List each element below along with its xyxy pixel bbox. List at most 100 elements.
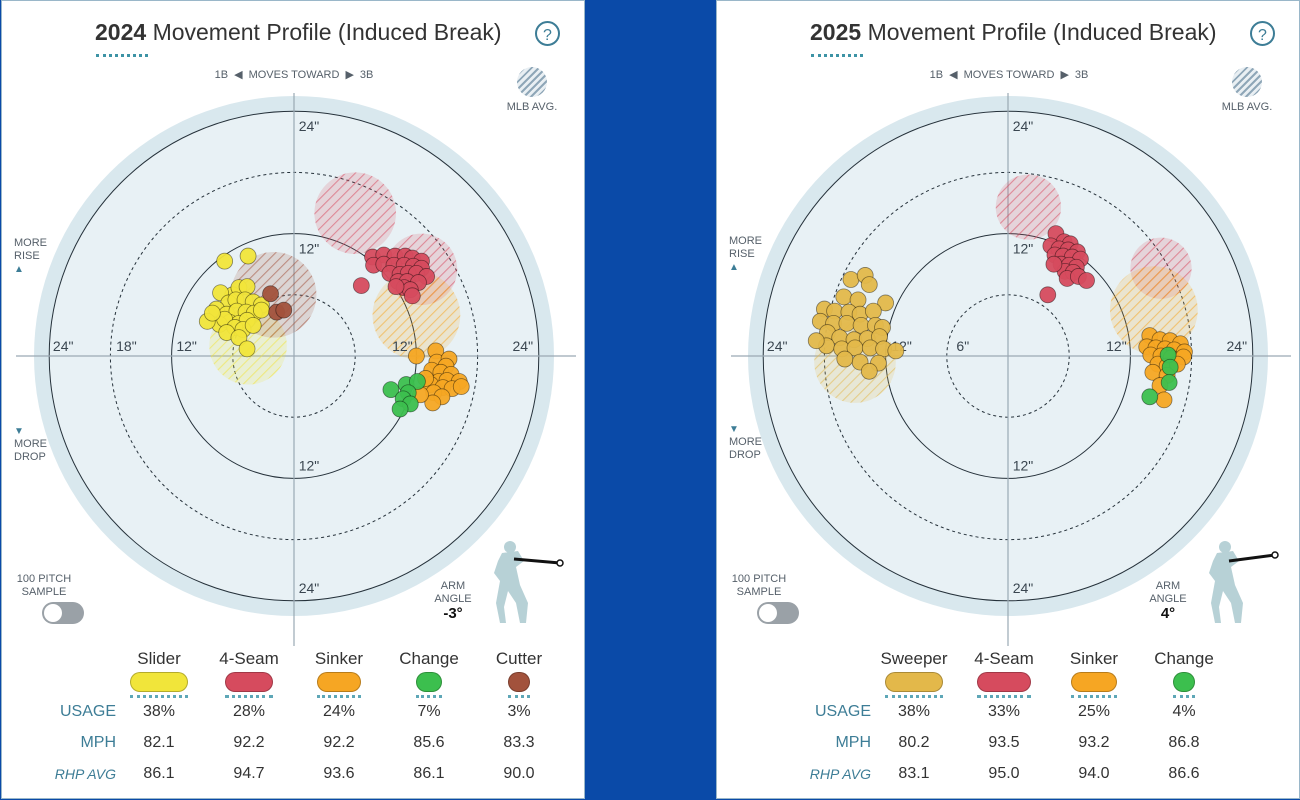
arm-angle-value: 4° (1160, 605, 1176, 622)
mlb-avg-legend: MLB AVG. (502, 67, 562, 113)
pitch-point-sweeper (842, 271, 860, 288)
pitch-name: Change (1154, 649, 1214, 668)
pitch-point-slider (203, 304, 221, 322)
swatch-underline (885, 695, 943, 698)
pitch-point-slider (216, 252, 234, 270)
ring-label: 24" (1013, 118, 1034, 134)
stat-mph: 82.1 (143, 734, 175, 751)
mlb-avg-area (1110, 266, 1198, 354)
arm-angle-label: ARM ANGLE 4° (1135, 580, 1201, 622)
hatched-circle-icon (1232, 67, 1262, 97)
pitch-name: Sweeper (880, 649, 948, 668)
arrow-right-icon: ▶ (1060, 69, 1069, 81)
pitch-point-sweeper (838, 314, 856, 332)
more-rise-label: MORE RISE ▲ (729, 235, 762, 273)
movement-chart: 24"12"6"12"24"24"12"12"24" (731, 93, 1291, 646)
ring-label: 12" (1013, 241, 1034, 257)
pitch-color-swatch[interactable] (508, 672, 530, 692)
stat-avg: 86.6 (1168, 765, 1200, 782)
pitcher-silhouette-icon (494, 541, 564, 623)
ring-label: 12" (1013, 457, 1034, 473)
pitch-point-sweeper (835, 288, 853, 306)
year-underline[interactable] (811, 54, 863, 57)
stat-usage: 24% (322, 703, 356, 720)
pitch-name: Change (399, 649, 459, 668)
pitch-color-swatch[interactable] (1173, 672, 1195, 692)
pitch-point-change (1141, 388, 1159, 406)
row-label-avg: RHP AVG (809, 766, 871, 782)
swatch-underline (130, 695, 188, 698)
pitch-color-swatch[interactable] (977, 672, 1031, 692)
ring-label: 12" (392, 338, 413, 354)
pitch-point-cutter (275, 301, 293, 319)
mlb-avg-area (995, 174, 1062, 240)
swatch-underline (317, 695, 361, 698)
row-label-avg: RHP AVG (54, 766, 116, 782)
stat-avg: 83.1 (898, 765, 930, 782)
mlb-avg-area (314, 172, 397, 254)
stat-avg: 94.7 (233, 765, 265, 782)
pitch-point-4-seam (352, 277, 370, 295)
ring-label: 24" (1227, 338, 1248, 354)
stat-usage: 4% (1172, 703, 1196, 720)
help-icon[interactable]: ? (535, 21, 560, 46)
pitch-color-swatch[interactable] (317, 672, 361, 692)
triangle-down-icon: ▼ (729, 424, 739, 435)
stat-usage: 7% (417, 703, 441, 720)
help-icon[interactable]: ? (1250, 21, 1275, 46)
ring-label: 12" (299, 457, 320, 473)
pitch-point-slider (238, 340, 256, 358)
stat-avg: 95.0 (988, 765, 1020, 782)
stat-mph: 92.2 (233, 734, 265, 751)
ring-label: 6" (956, 338, 969, 354)
ring-label: 18" (116, 338, 137, 354)
arrow-left-icon: ◀ (949, 69, 958, 81)
mlb-avg-legend: MLB AVG. (1217, 67, 1277, 113)
pitch-point-sweeper (877, 294, 895, 312)
ring-label: 12" (299, 241, 320, 257)
pitch-name: Sinker (1069, 649, 1119, 668)
pitch-point-4-seam (1078, 272, 1095, 289)
pitch-point-change (391, 400, 409, 418)
ring-label: 24" (513, 338, 534, 354)
more-drop-label: ▼ MORE DROP (729, 424, 762, 461)
pitch-point-4-seam (387, 278, 405, 296)
stat-usage: 38% (897, 703, 931, 720)
pitch-color-swatch[interactable] (225, 672, 273, 692)
sample-toggle[interactable] (42, 602, 84, 624)
pitch-color-swatch[interactable] (1071, 672, 1117, 692)
toggle-knob (44, 604, 62, 622)
stat-avg: 86.1 (143, 765, 175, 782)
ring-label: 12" (176, 338, 197, 354)
pitch-point-4-seam (403, 287, 421, 305)
stat-avg: 90.0 (503, 765, 535, 782)
ring-label: 24" (53, 338, 74, 354)
triangle-up-icon: ▲ (729, 262, 739, 273)
pitch-point-sweeper (836, 350, 854, 368)
pitch-point-sinker (452, 378, 470, 396)
pitch-point-change (1161, 358, 1179, 376)
year-underline[interactable] (96, 54, 148, 57)
pitch-color-swatch[interactable] (416, 672, 442, 692)
stat-mph: 92.2 (323, 734, 355, 751)
panel-title: 2025 Movement Profile (Induced Break) (810, 19, 1217, 45)
ring-label: 24" (767, 338, 788, 354)
movement-panel-2025: 2025 Movement Profile (Induced Break) ? … (716, 0, 1300, 799)
stat-mph: 93.5 (988, 734, 1020, 751)
sample-toggle[interactable] (757, 602, 799, 624)
pitch-point-sweeper (887, 342, 905, 360)
pitch-color-swatch[interactable] (885, 672, 943, 692)
row-label-mph: MPH (835, 734, 871, 751)
stat-usage: 33% (987, 703, 1021, 720)
pitch-point-sweeper (807, 332, 825, 350)
ring-label: 24" (299, 118, 320, 134)
ring-label: 24" (1013, 580, 1034, 596)
pitch-point-sweeper (860, 276, 878, 294)
arrow-left-icon: ◀ (234, 69, 243, 81)
panel-title: 2024 Movement Profile (Induced Break) (95, 19, 502, 45)
pitch-point-4-seam (1039, 286, 1057, 304)
pitch-color-swatch[interactable] (130, 672, 188, 692)
pitch-point-slider (252, 301, 270, 319)
pitch-point-sinker (1155, 391, 1173, 409)
row-label-usage: USAGE (59, 703, 116, 720)
